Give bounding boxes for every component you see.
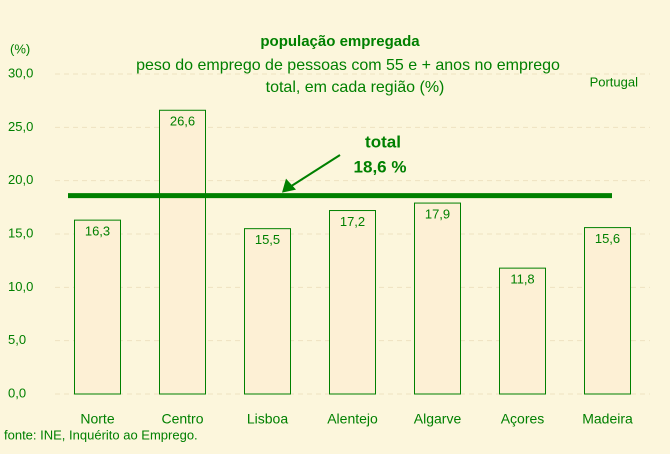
chart-title: população empregada xyxy=(260,33,420,50)
bar xyxy=(414,202,461,395)
x-tick-label: Madeira xyxy=(582,411,633,427)
value-label: 15,5 xyxy=(255,232,280,247)
y-tick-label: 10,0 xyxy=(8,279,33,294)
bar xyxy=(499,267,546,395)
value-label: 17,2 xyxy=(340,214,365,229)
bar xyxy=(244,228,291,395)
y-axis-label: (%) xyxy=(10,41,30,56)
bar xyxy=(329,210,376,395)
x-tick-label: Alentejo xyxy=(327,411,378,427)
region-note: Portugal xyxy=(590,74,639,89)
bar xyxy=(74,219,121,395)
value-label: 16,3 xyxy=(85,224,110,239)
y-tick-label: 5,0 xyxy=(8,332,26,347)
arrow-head xyxy=(282,178,296,193)
value-label: 11,8 xyxy=(510,272,534,287)
x-tick-label: Lisboa xyxy=(247,411,288,427)
reference-value-label: 18,6 % xyxy=(354,157,407,176)
x-tick-label: Algarve xyxy=(414,411,462,427)
y-tick-label: 20,0 xyxy=(8,172,33,187)
bar xyxy=(584,227,631,395)
x-tick-label: Centro xyxy=(161,411,203,427)
reference-label: total xyxy=(365,132,401,151)
bar xyxy=(159,109,206,395)
chart-subtitle: total, em cada região (%) xyxy=(266,79,445,96)
x-tick-label: Norte xyxy=(80,411,114,427)
value-label: 17,9 xyxy=(425,207,450,222)
value-label: 15,6 xyxy=(595,231,620,246)
arrow-shaft xyxy=(291,154,341,187)
y-tick-label: 0,0 xyxy=(8,385,26,400)
value-label: 26,6 xyxy=(170,114,195,129)
y-tick-label: 25,0 xyxy=(8,119,33,134)
y-tick-label: 15,0 xyxy=(8,225,33,240)
x-tick-label: Açores xyxy=(501,411,545,427)
y-tick-label: 30,0 xyxy=(8,65,33,80)
source-note: fonte: INE, Inquérito ao Emprego. xyxy=(4,427,198,442)
chart-subtitle: peso do emprego de pessoas com 55 e + an… xyxy=(136,57,560,74)
